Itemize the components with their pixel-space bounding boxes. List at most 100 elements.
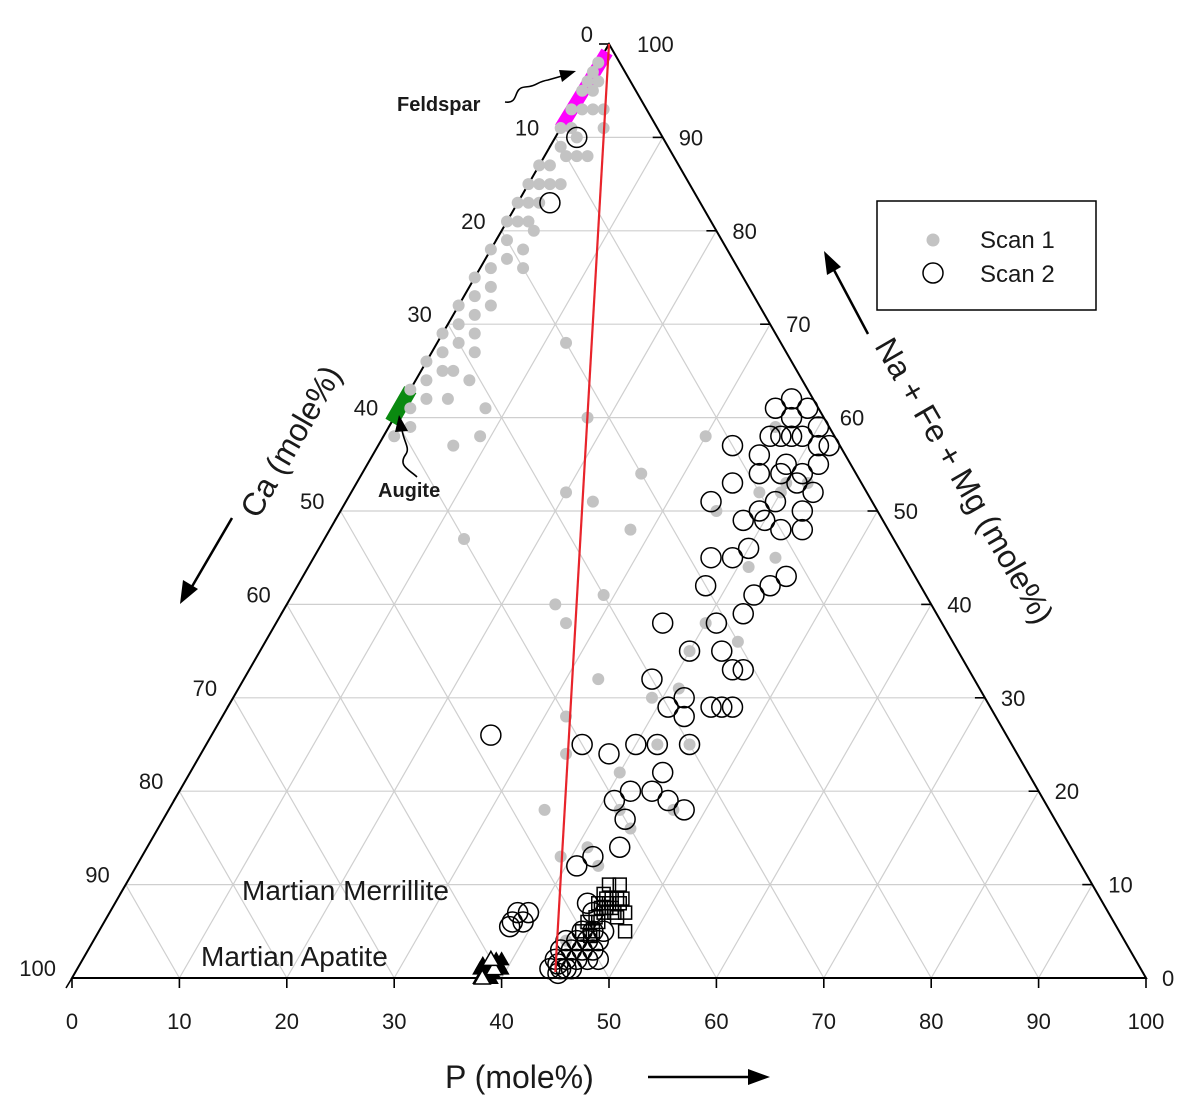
scan-2-point [598, 743, 620, 765]
merrillite-point [591, 914, 606, 930]
scan-1-point [517, 262, 530, 275]
bottom-axis-arrow-head [748, 1069, 770, 1085]
merrillite-point [574, 924, 590, 939]
tick-label-right: 90 [679, 125, 703, 150]
scan-1-point [447, 439, 460, 452]
scan-1-point [576, 103, 589, 116]
scan-2-point [603, 789, 626, 812]
scan-2-point [807, 453, 830, 476]
scan-1-point [592, 56, 605, 69]
scan-2-point [657, 696, 679, 718]
mineral-series [472, 877, 633, 985]
scan-2-point [592, 920, 615, 943]
scan-1-point [404, 383, 417, 396]
scan-1-point [592, 673, 605, 686]
apatite-annotation: Martian Apatite [201, 941, 388, 972]
grid-line-c [178, 790, 288, 979]
legend-scan-1-label: Scan 1 [980, 227, 1055, 254]
tick-left [548, 136, 556, 148]
scan-1-point [683, 738, 696, 751]
tick-labels: 0 0 0 10 10 10 20 20 20 30 30 30 40 40 40 50 50 50 60 60 60 7… [19, 22, 1174, 1034]
scan-2-point [764, 490, 787, 513]
left-axis-arrow-head [180, 580, 198, 604]
merrillite-point [609, 910, 625, 925]
tick-label-right: 40 [947, 592, 971, 617]
legend-box [876, 200, 1097, 311]
scan-1-point [597, 103, 610, 116]
augite-annotation: Augite [378, 480, 440, 502]
scan-1-point [500, 215, 513, 228]
scan-2-point [614, 808, 636, 830]
tick-label-bottom: 100 [1128, 1009, 1165, 1034]
scan-2-point [743, 584, 765, 606]
apatite-point-outline [484, 959, 504, 976]
scan-1-point [645, 691, 658, 704]
scan-1-point [624, 523, 637, 536]
tick-label-left: 90 [85, 863, 109, 888]
grid-line-p [393, 323, 771, 979]
scan-2-point [759, 574, 781, 597]
scan-2-point [732, 509, 754, 532]
tick-label-bottom: 70 [812, 1009, 836, 1034]
legend-scan-2-marker [922, 262, 944, 284]
scan-2-point [721, 434, 744, 457]
scan-2-point [646, 733, 669, 756]
scan-2-point [721, 472, 744, 494]
scan-1-point [447, 364, 460, 377]
grid-line-c [447, 323, 825, 979]
augite-arrow-head [395, 415, 408, 432]
scan-1-point [436, 346, 449, 359]
grid-line-p [608, 510, 879, 979]
tick-label-left: 80 [139, 769, 163, 794]
augite-bar [385, 386, 417, 426]
feldspar-arrow-head [559, 70, 576, 82]
tick-left [333, 510, 342, 522]
merrillite-point [617, 924, 633, 939]
scan-2-point [737, 537, 760, 560]
grid-line-c [125, 884, 180, 979]
scan-2-point [673, 705, 695, 728]
scan-1-point [388, 430, 401, 443]
tick-label-left: 0 [581, 22, 593, 47]
scan-2-point [582, 920, 604, 943]
scan-2-point [512, 911, 534, 933]
bottom-axis-label: P (mole%) [445, 1059, 594, 1095]
scan-1-point [522, 178, 535, 191]
grid-line-p [930, 790, 1040, 979]
tick-label-bottom: 10 [167, 1009, 191, 1034]
scan-2-point [625, 733, 647, 756]
tick-label-left: 30 [407, 302, 431, 327]
scan-2-point [673, 799, 695, 821]
tick-label-right: 50 [894, 499, 918, 524]
scan-1-point [468, 308, 481, 321]
scan-2-point [753, 509, 776, 532]
scan-2-point [501, 911, 524, 933]
scan-2-point [759, 425, 781, 448]
merrillite-point [599, 900, 614, 916]
scan-1-point [554, 178, 567, 191]
red-fit-line [554, 43, 611, 973]
tick-label-right: 30 [1001, 686, 1025, 711]
scan-2-point [721, 696, 744, 718]
scan-1-point [420, 392, 433, 405]
merrillite-point [585, 924, 601, 939]
tick-label-left: 50 [300, 489, 324, 514]
scan-2-point [711, 640, 733, 662]
feldspar-annotation: Feldspar [397, 94, 481, 116]
scan-1-point [468, 290, 481, 303]
scan-2-point [566, 855, 588, 877]
scan-2-point [791, 425, 814, 448]
grid-lines [125, 136, 1093, 979]
tick-left [280, 603, 288, 615]
scan-2-point [694, 574, 717, 597]
legend: Scan 1 Scan 2 [876, 200, 1097, 311]
scan-1-point [581, 75, 594, 88]
tick-left [226, 697, 234, 709]
scan-2-point [587, 948, 610, 971]
annotations: Feldspar Augite Martian Merrillite Marti… [201, 70, 576, 972]
scan-2-point [700, 490, 722, 513]
scan-2-point [721, 659, 744, 681]
scan-2-point [780, 388, 803, 410]
scan-1-series [388, 56, 814, 947]
scan-2-point [673, 687, 695, 709]
